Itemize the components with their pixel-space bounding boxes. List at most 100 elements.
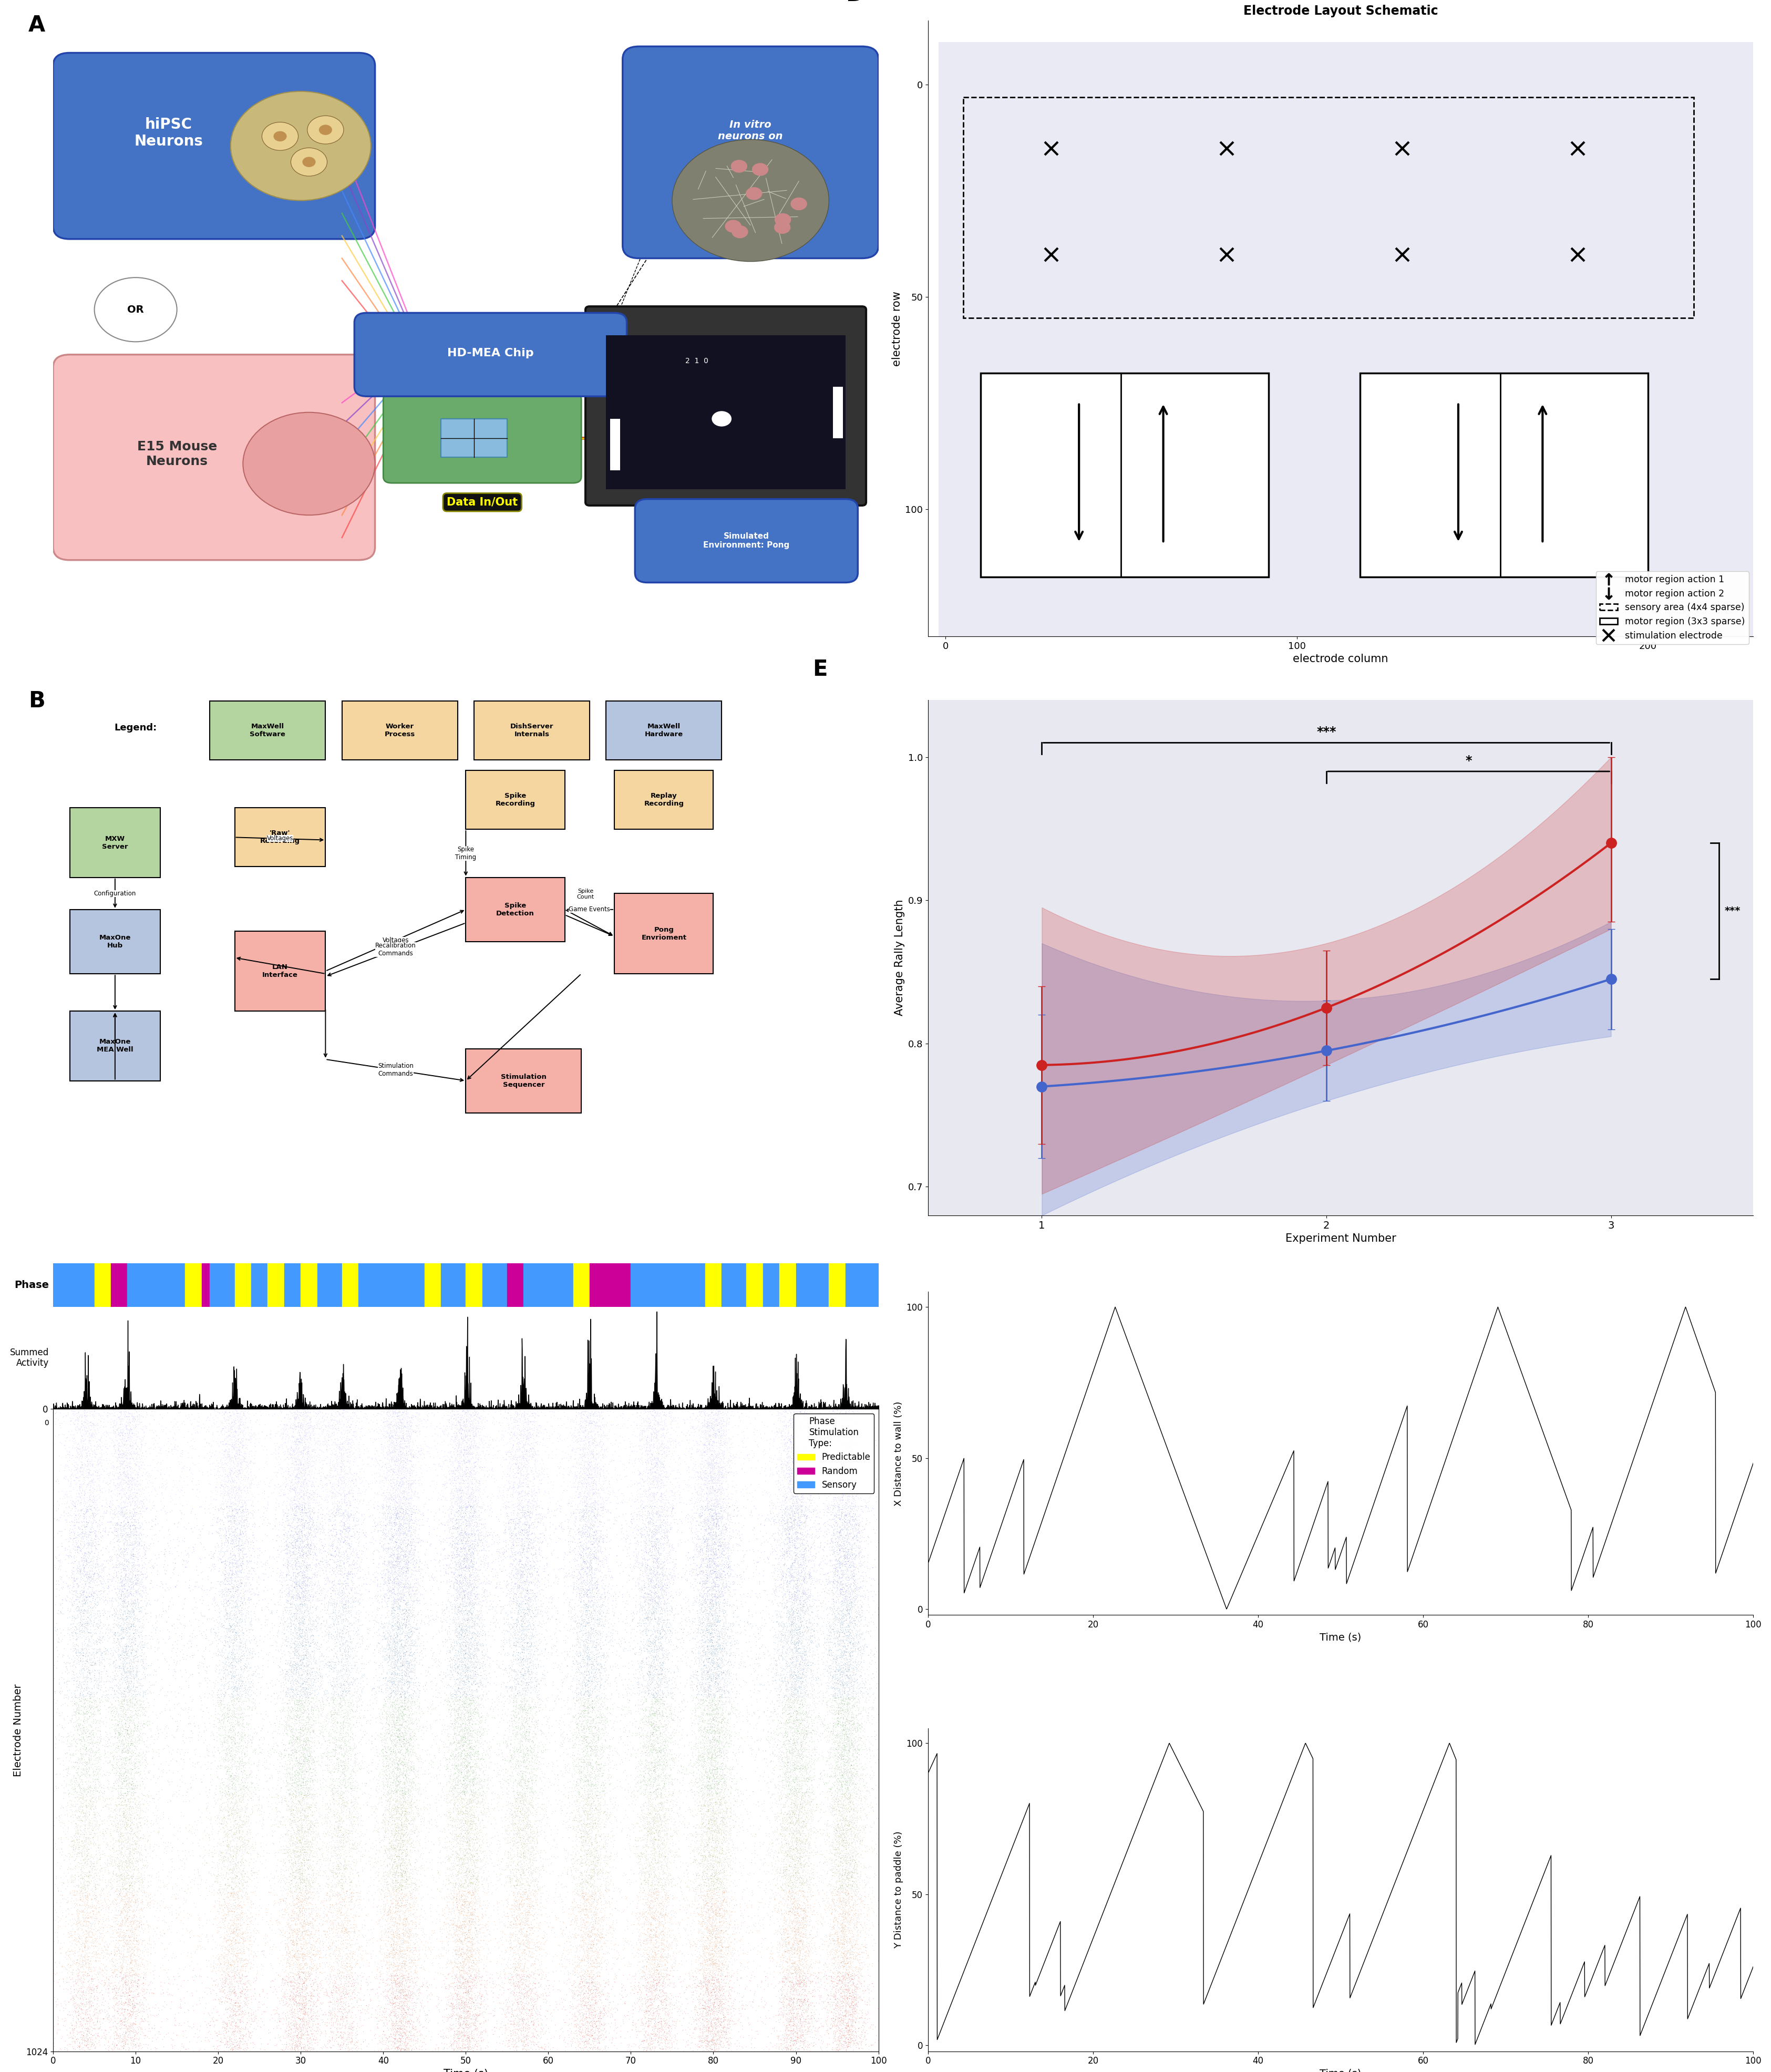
Point [459, 1873, 487, 1906]
Point [664, 1740, 692, 1774]
Point [700, 1473, 728, 1506]
Point [638, 1423, 666, 1457]
Point [228, 1933, 257, 1966]
Point [445, 1821, 473, 1854]
Point [453, 1631, 482, 1664]
Point [721, 1521, 749, 1554]
Point [402, 2010, 430, 2043]
Point [207, 1581, 236, 1614]
Point [324, 1521, 352, 1554]
Point [770, 1542, 799, 1575]
Point [698, 1548, 726, 1581]
Point [496, 1805, 524, 1838]
Point [689, 1682, 717, 1716]
Point [700, 1647, 728, 1680]
Point [133, 1846, 161, 1879]
Point [388, 1413, 416, 1446]
Point [570, 2020, 599, 2053]
Point [694, 1811, 723, 1844]
Point [89, 1917, 117, 1950]
Point [391, 1500, 420, 1533]
Point [223, 1701, 251, 1734]
Point [475, 1649, 503, 1682]
Point [834, 2018, 862, 2051]
Point [326, 1631, 354, 1664]
Point [115, 2010, 143, 2043]
Point [317, 1670, 345, 1703]
Point [48, 1867, 76, 1900]
Point [783, 1544, 811, 1577]
Point [126, 2026, 154, 2060]
Point [92, 1832, 120, 1865]
Point [616, 1672, 645, 1705]
Point [831, 2014, 859, 2047]
Point [99, 1828, 128, 1861]
Point [496, 1531, 524, 1564]
Point [292, 1780, 321, 1813]
Point [609, 2006, 638, 2039]
Point [692, 1475, 721, 1508]
Point [468, 1581, 496, 1614]
Point [462, 1571, 491, 1604]
Point [92, 1484, 120, 1517]
Point [430, 1602, 459, 1635]
Point [445, 2002, 473, 2035]
Point [634, 1544, 662, 1577]
Point [453, 1678, 482, 1711]
Point [205, 1513, 234, 1546]
Point [788, 1689, 816, 1722]
Point [326, 1691, 354, 1724]
Point [590, 1997, 618, 2031]
Point [818, 1732, 847, 1765]
Point [452, 1618, 480, 1651]
Point [338, 1941, 367, 1975]
Point [797, 1716, 825, 1749]
Point [85, 1583, 113, 1616]
Point [391, 1705, 420, 1738]
Point [645, 1691, 673, 1724]
Point [505, 2024, 533, 2057]
Point [296, 1921, 324, 1954]
Point [677, 1662, 705, 1695]
Point [390, 1703, 418, 1736]
Point [473, 1718, 501, 1751]
Point [283, 1840, 312, 1873]
Point [390, 1546, 418, 1579]
Point [786, 1915, 815, 1948]
Point [698, 1778, 726, 1811]
Point [113, 1629, 142, 1662]
Point [696, 1550, 724, 1583]
Point [140, 1931, 168, 1964]
Point [66, 1759, 94, 1792]
Point [459, 1595, 487, 1629]
Point [774, 1954, 802, 1987]
Point [577, 1415, 606, 1448]
Point [110, 1639, 138, 1672]
Point [689, 1662, 717, 1695]
Point [313, 1651, 342, 1685]
Point [227, 2018, 255, 2051]
Point [630, 1848, 659, 1881]
Point [800, 1614, 829, 1647]
Point [275, 1981, 303, 2014]
Point [448, 1933, 476, 1966]
Point [776, 1989, 804, 2022]
Point [700, 1848, 728, 1881]
Point [503, 1958, 531, 1991]
Point [76, 1740, 104, 1774]
Point [393, 1556, 421, 1589]
Point [122, 1649, 151, 1682]
Point [503, 2012, 531, 2045]
Point [769, 1450, 797, 1484]
Point [797, 1801, 825, 1834]
Point [443, 1910, 471, 1944]
Point [374, 1865, 402, 1898]
Point [535, 1726, 563, 1759]
Point [577, 1962, 606, 1995]
Point [657, 1401, 685, 1434]
Point [204, 1705, 232, 1738]
Point [66, 2026, 94, 2060]
Point [691, 1527, 719, 1560]
Point [110, 1527, 138, 1560]
Point [834, 1958, 862, 1991]
